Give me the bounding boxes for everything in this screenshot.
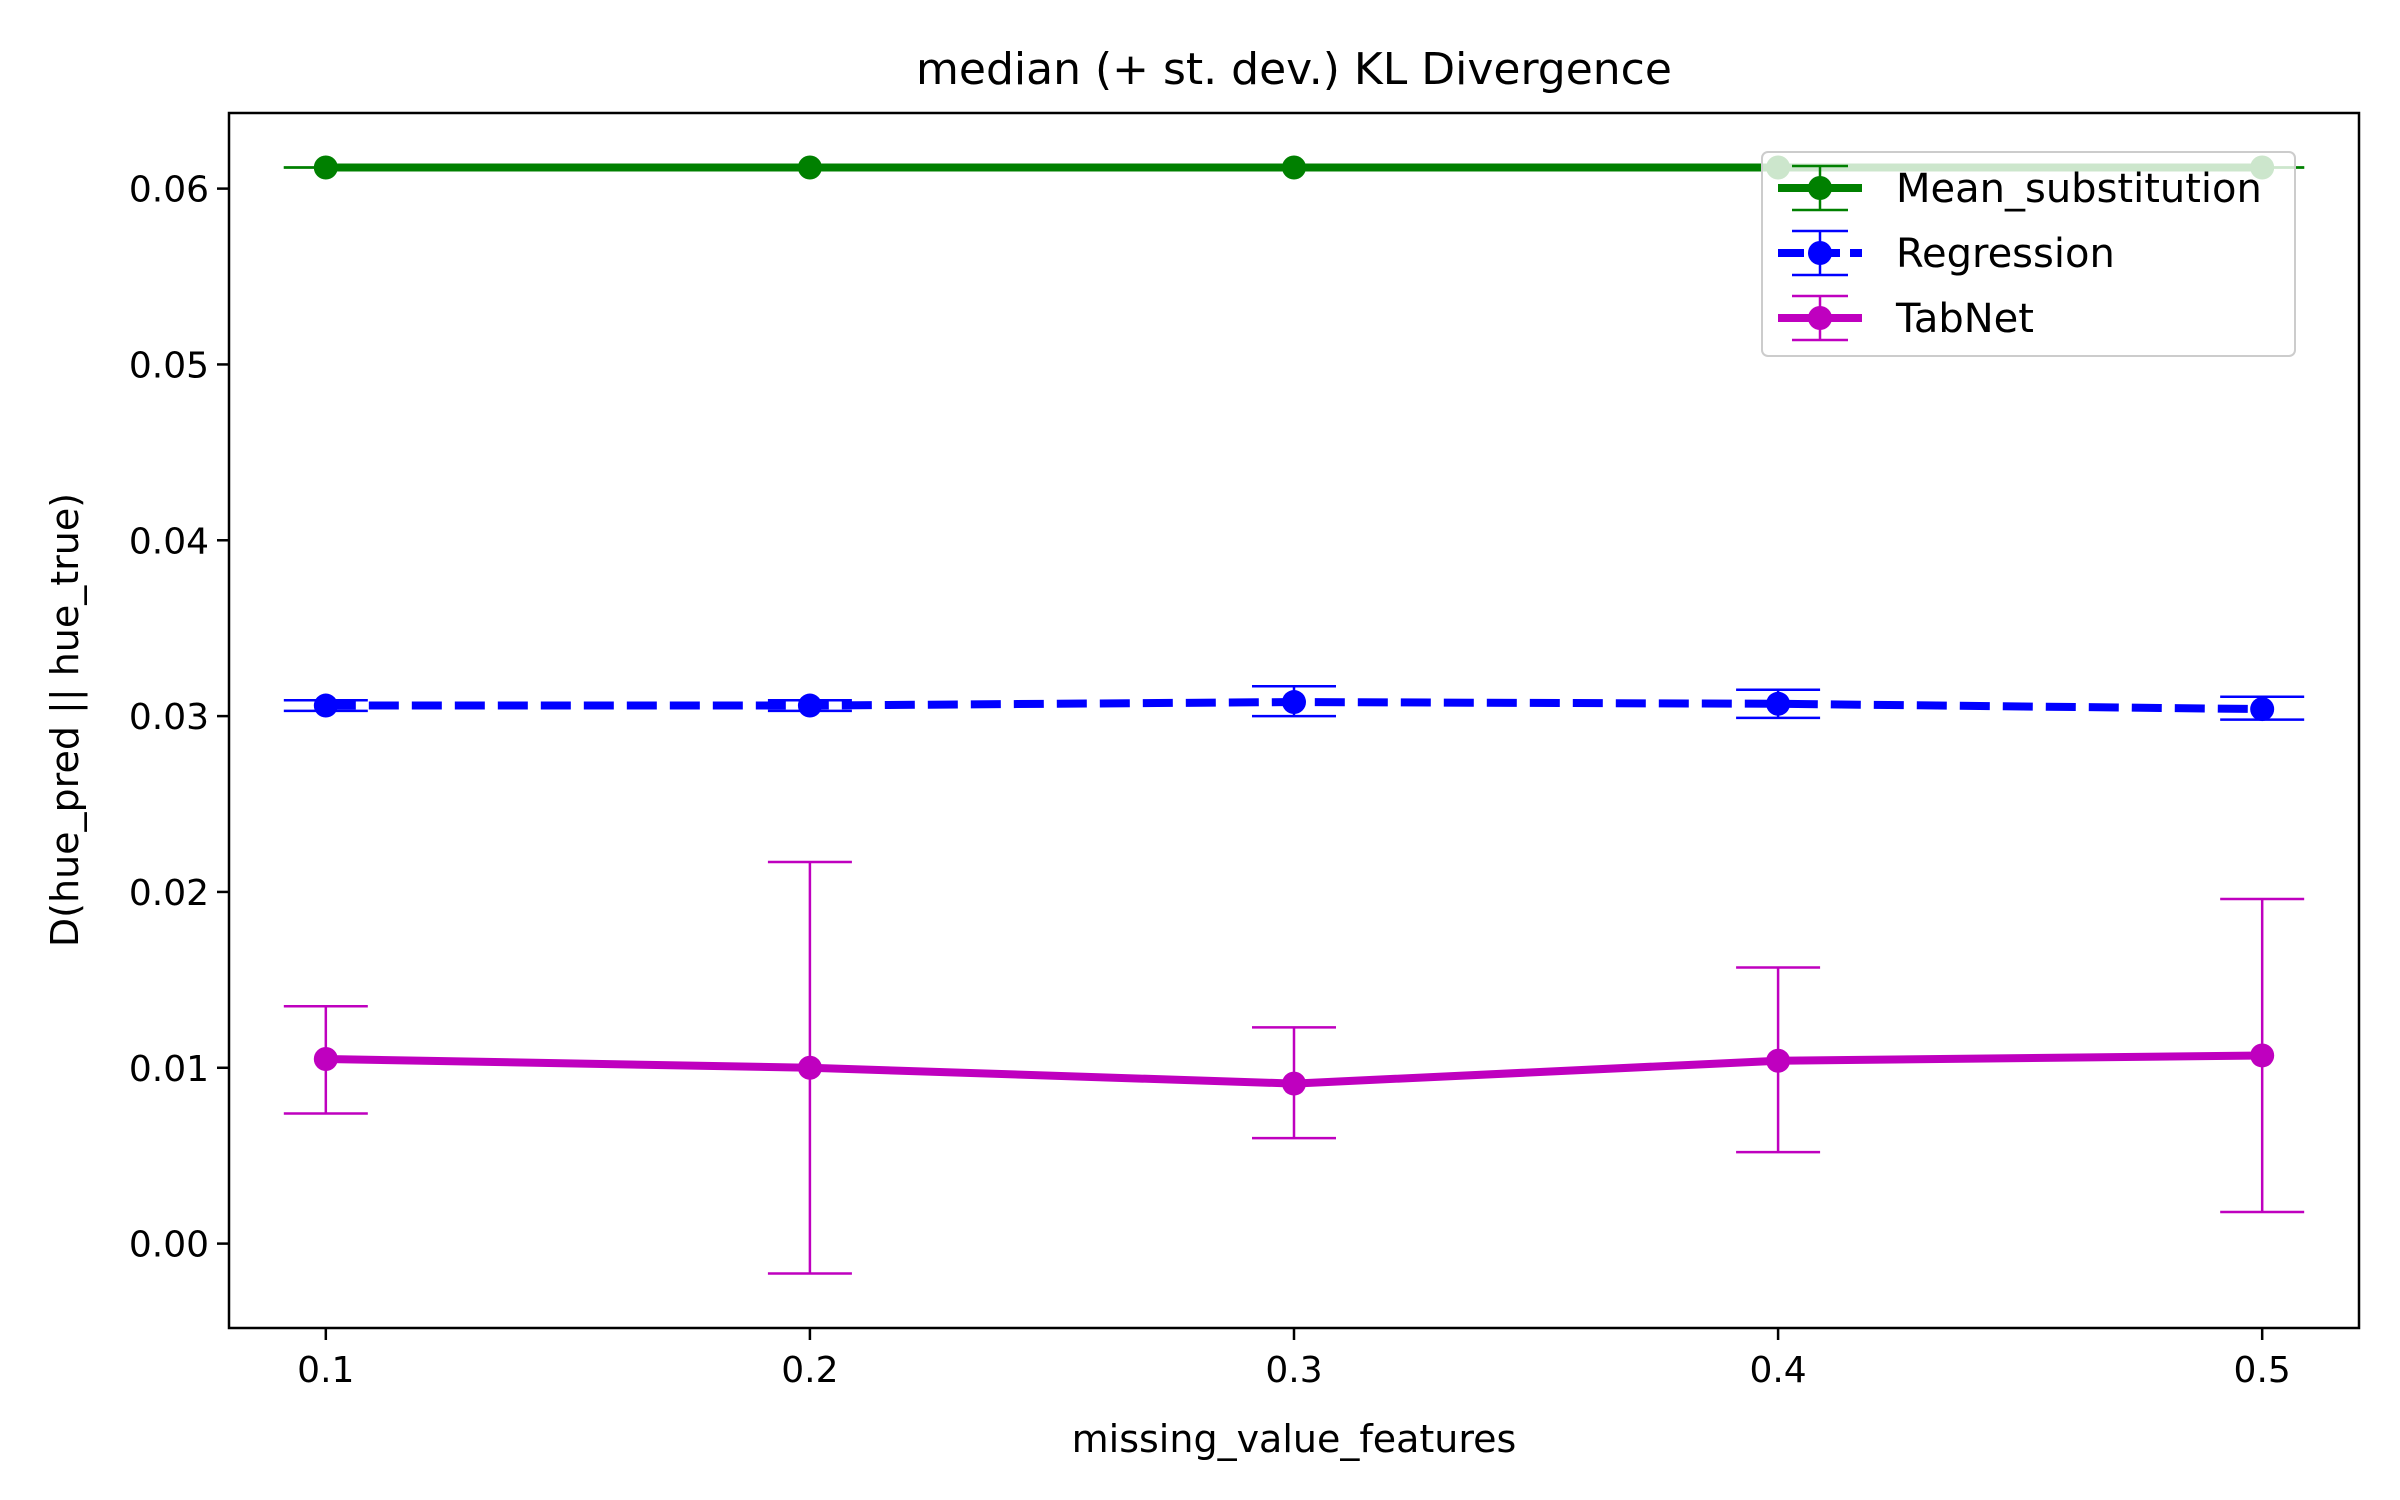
y-tick-label: 0.03 — [129, 697, 209, 738]
x-axis: 0.1 0.2 0.3 0.4 0.5 — [297, 1328, 2291, 1391]
y-tick-label: 0.04 — [129, 521, 209, 562]
legend: Mean_substitution Regression TabNet — [1761, 151, 2296, 357]
y-tick-label: 0.01 — [129, 1049, 209, 1090]
data-point — [313, 693, 338, 718]
x-axis-label: missing_value_features — [1072, 1417, 1517, 1461]
x-tick-label: 0.1 — [297, 1350, 354, 1391]
series-layer — [283, 155, 2305, 1275]
data-point — [1282, 690, 1306, 715]
x-tick-label: 0.2 — [781, 1350, 838, 1391]
legend-label: Mean_substitution — [1896, 166, 2262, 212]
data-point — [797, 155, 822, 180]
data-point — [1766, 691, 1791, 716]
y-axis-label: D(hue_pred || hue_true) — [43, 493, 88, 947]
x-tick-label: 0.5 — [2234, 1350, 2291, 1391]
legend-item-regression: Regression — [1778, 229, 2115, 277]
legend-label: TabNet — [1895, 296, 2034, 342]
y-tick-label: 0.02 — [129, 873, 209, 914]
y-tick-label: 0.00 — [129, 1225, 209, 1266]
x-tick-label: 0.4 — [1749, 1350, 1806, 1391]
y-tick-label: 0.05 — [129, 345, 209, 386]
legend-swatch-marker — [1808, 241, 1832, 265]
data-point — [313, 155, 338, 180]
legend-label: Regression — [1896, 231, 2115, 277]
data-point — [2250, 1043, 2275, 1068]
chart-title: median (+ st. dev.) KL Divergence — [916, 44, 1672, 95]
legend-item-mean-substitution: Mean_substitution — [1778, 164, 2262, 212]
y-axis: 0.00 0.01 0.02 0.03 0.04 0.05 0.06 — [129, 170, 229, 1266]
legend-item-tabnet: TabNet — [1778, 294, 2034, 342]
series-regression — [283, 684, 2305, 722]
legend-box — [1761, 151, 2296, 357]
data-point — [313, 1046, 338, 1071]
series-tabnet — [283, 860, 2305, 1275]
data-point — [1282, 155, 1306, 180]
y-tick-label: 0.06 — [129, 170, 209, 211]
legend-swatch-marker — [1808, 306, 1832, 330]
data-point — [2250, 697, 2275, 722]
x-tick-label: 0.3 — [1265, 1350, 1322, 1391]
data-point — [797, 1055, 822, 1080]
data-point — [797, 693, 822, 718]
data-point — [1766, 1048, 1791, 1073]
legend-swatch-marker — [1808, 176, 1832, 200]
data-point — [1282, 1071, 1306, 1096]
